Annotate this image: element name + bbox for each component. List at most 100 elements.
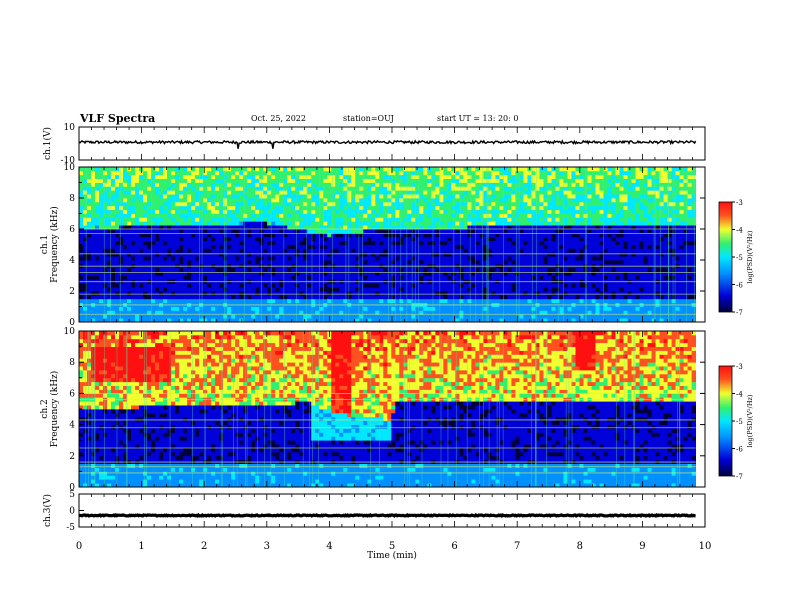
spectrogram-cell xyxy=(275,252,280,257)
spectrogram-cell xyxy=(359,314,364,319)
spectrogram-cell xyxy=(339,271,344,276)
spectrogram-cell xyxy=(551,314,556,319)
spectrogram-cell xyxy=(343,229,348,234)
spectrogram-cell xyxy=(439,271,444,276)
spectrogram-cell xyxy=(159,256,164,261)
spectrogram-cell xyxy=(219,174,224,180)
spectrogram-cell xyxy=(363,252,368,257)
spectrogram-cell xyxy=(507,201,512,207)
spectrogram-cell xyxy=(247,298,252,304)
spectrogram-cell xyxy=(115,232,120,238)
spectrogram-cell xyxy=(263,306,268,311)
spectrogram-cell xyxy=(367,267,372,273)
spectrogram-cell xyxy=(331,260,336,265)
spectrogram-cell xyxy=(279,260,284,265)
spectrogram-cell xyxy=(511,298,516,304)
spectrogram-cell xyxy=(411,240,416,245)
spectrogram-cell xyxy=(267,252,272,257)
spectrogram-cell xyxy=(503,209,508,214)
spectrogram-cell xyxy=(283,248,288,253)
spectrogram-cell xyxy=(91,221,96,226)
spectrogram-cell xyxy=(115,190,120,195)
spectrogram-cell xyxy=(355,283,360,288)
spectrogram-cell xyxy=(503,213,508,218)
spectrogram-cell xyxy=(415,287,420,292)
spectrogram-cell xyxy=(547,217,552,222)
spectrogram-cell xyxy=(143,170,148,176)
spectrogram-cell xyxy=(155,229,160,234)
spectrogram-cell xyxy=(435,186,440,191)
spectrogram-cell xyxy=(563,217,568,222)
spectrogram-cell xyxy=(515,186,520,191)
spectrogram-cell xyxy=(459,240,464,245)
spectrogram-cell xyxy=(263,287,268,292)
spectrogram-cell xyxy=(319,225,324,230)
spectrogram-cell xyxy=(287,217,292,222)
spectrogram-cell xyxy=(515,310,520,315)
spectrogram-cell xyxy=(199,306,204,311)
spectrogram-cell xyxy=(239,252,244,257)
spectrogram-cell xyxy=(179,232,184,238)
spectrogram-cell xyxy=(431,236,436,242)
spectrogram-cell xyxy=(491,225,496,230)
spectrogram-cell xyxy=(443,306,448,311)
spectrogram-cell xyxy=(87,174,92,180)
spectrogram-cell xyxy=(335,217,340,222)
spectrogram-cell xyxy=(423,318,428,323)
spectrogram-cell xyxy=(423,248,428,253)
spectrogram-cell xyxy=(439,213,444,218)
spectrogram-cell xyxy=(351,225,356,230)
spectrogram-cell xyxy=(363,244,368,249)
spectrogram-cell xyxy=(227,221,232,226)
spectrogram-cell xyxy=(295,283,300,288)
spectrogram-cell xyxy=(303,318,308,323)
spectrogram-cell xyxy=(571,310,576,315)
spectrogram-cell xyxy=(279,294,284,300)
spectrogram-cell xyxy=(247,194,252,199)
spectrogram-cell xyxy=(263,236,268,242)
spectrogram-cell xyxy=(507,170,512,176)
spectrogram-cell xyxy=(267,229,272,234)
spectrogram-cell xyxy=(403,221,408,226)
spectrogram-cell xyxy=(83,174,88,180)
spectrogram-cell xyxy=(99,170,104,176)
spectrogram-cell xyxy=(311,298,316,304)
spectrogram-cell xyxy=(175,229,180,234)
spectrogram-cell xyxy=(299,294,304,300)
spectrogram-cell xyxy=(195,271,200,276)
spectrogram-cell xyxy=(539,267,544,273)
spectrogram-cell xyxy=(483,314,488,319)
spectrogram-cell xyxy=(367,221,372,226)
spectrogram-cell xyxy=(203,267,208,273)
spectrogram-cell xyxy=(507,294,512,300)
spectrogram-cell xyxy=(327,221,332,226)
spectrogram-cell xyxy=(523,198,528,203)
spectrogram-cell xyxy=(123,225,128,230)
spectrogram-cell xyxy=(267,318,272,323)
spectrogram-cell xyxy=(371,174,376,180)
spectrogram-cell xyxy=(395,318,400,323)
spectrogram-cell xyxy=(487,256,492,261)
spectrogram-cell xyxy=(519,248,524,253)
spectrogram-cell xyxy=(239,244,244,249)
spectrogram-cell xyxy=(295,232,300,238)
spectrogram-cell xyxy=(143,167,148,172)
spectrogram-cell xyxy=(379,267,384,273)
spectrogram-cell xyxy=(183,283,188,288)
spectrogram-cell xyxy=(527,240,532,245)
spectrogram-cell xyxy=(495,217,500,222)
spectrogram-cell xyxy=(543,240,548,245)
spectrogram-cell xyxy=(419,248,424,253)
spectrogram-cell xyxy=(555,244,560,249)
spectrogram-cell xyxy=(471,298,476,304)
spectrogram-cell xyxy=(459,310,464,315)
spectrogram-cell xyxy=(435,260,440,265)
spectrogram-cell xyxy=(495,310,500,315)
spectrogram-cell xyxy=(323,186,328,191)
spectrogram-cell xyxy=(131,252,136,257)
spectrogram-cell xyxy=(383,240,388,245)
spectrogram-cell xyxy=(519,232,524,238)
spectrogram-cell xyxy=(363,229,368,234)
spectrogram-cell xyxy=(299,314,304,319)
spectrogram-cell xyxy=(103,170,108,176)
